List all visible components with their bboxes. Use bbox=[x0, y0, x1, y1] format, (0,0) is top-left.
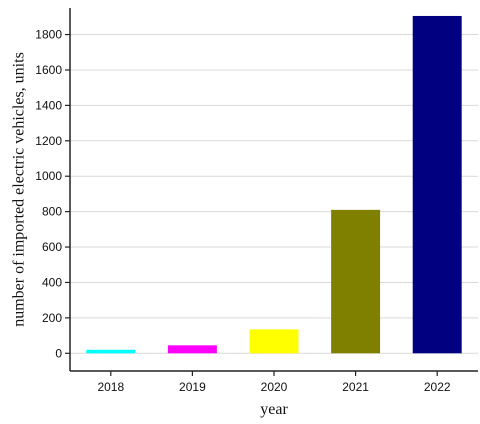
bar-2020 bbox=[249, 329, 299, 354]
y-axis-title: number of imported electric vehicles, un… bbox=[11, 52, 28, 327]
x-tick-label: 2019 bbox=[179, 380, 206, 394]
gridlines bbox=[70, 34, 478, 354]
x-tick-label: 2022 bbox=[424, 380, 451, 394]
y-tick-label: 800 bbox=[42, 205, 62, 219]
bar-2019 bbox=[167, 345, 217, 354]
y-tick-label: 1600 bbox=[35, 63, 62, 77]
y-tick-label: 1800 bbox=[35, 28, 62, 42]
y-tick-label: 1400 bbox=[35, 98, 62, 112]
x-tick-label: 2018 bbox=[97, 380, 124, 394]
x-tick-label: 2020 bbox=[261, 380, 288, 394]
y-tick-label: 600 bbox=[42, 240, 62, 254]
bars bbox=[86, 15, 462, 354]
y-ticks: 0 200 400 600 800 1000 1200 1400 1600 1800 bbox=[35, 28, 70, 360]
bar-2022 bbox=[412, 15, 462, 354]
x-axis-title: year bbox=[260, 401, 288, 418]
y-tick-label: 1000 bbox=[35, 169, 62, 183]
y-tick-label: 1200 bbox=[35, 134, 62, 148]
bar-2018 bbox=[86, 349, 136, 354]
y-tick-label: 0 bbox=[55, 346, 62, 360]
bar-2021 bbox=[331, 209, 381, 354]
x-tick-label: 2021 bbox=[342, 380, 369, 394]
y-tick-label: 200 bbox=[42, 311, 62, 325]
y-tick-label: 400 bbox=[42, 275, 62, 289]
x-ticks: 2018 2019 2020 2021 2022 bbox=[97, 371, 451, 394]
